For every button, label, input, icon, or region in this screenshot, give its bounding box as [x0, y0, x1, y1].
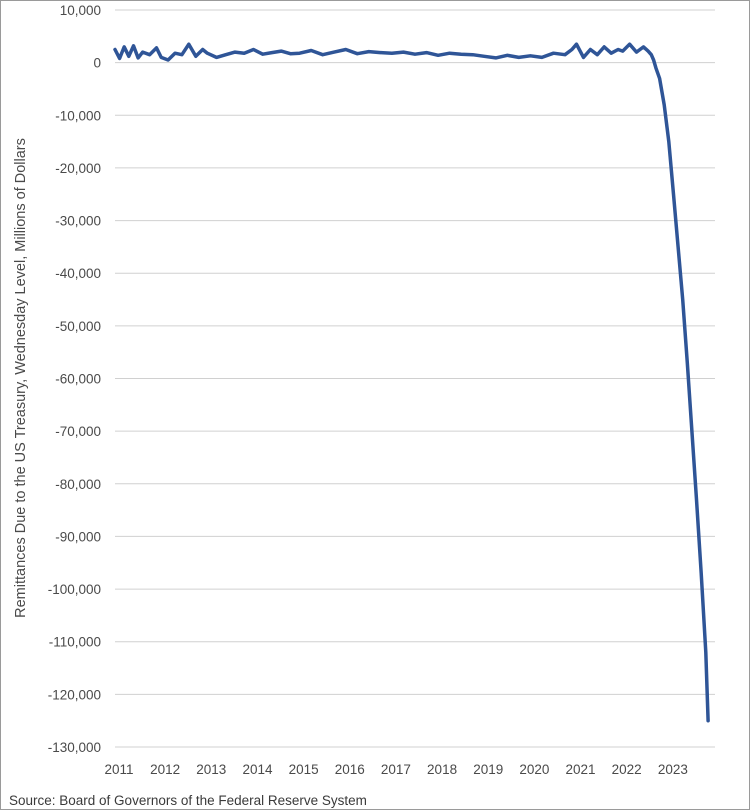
y-tick-label: -110,000: [49, 635, 101, 650]
y-tick-label: 10,000: [60, 3, 101, 18]
x-tick-label: 2011: [104, 762, 133, 777]
x-tick-label: 2018: [427, 762, 457, 777]
y-tick-label: -50,000: [55, 319, 101, 334]
x-tick-label: 2023: [658, 762, 688, 777]
y-tick-label: -60,000: [55, 372, 101, 387]
y-axis-tick-labels: 10,000 0 -10,000 -20,000 -30,000 -40,000 -50,0…: [48, 3, 101, 755]
series-line: [113, 42, 710, 723]
x-tick-label: 2017: [381, 762, 411, 777]
x-axis-tick-labels: 2011 2012 2013 2014 2015 2016 2017 2018 2019 2020…: [104, 762, 687, 777]
x-tick-label: 2022: [612, 762, 642, 777]
y-tick-label: -130,000: [48, 740, 101, 755]
x-tick-label: 2019: [473, 762, 503, 777]
y-axis-label: Remittances Due to the US Treasury, Wedn…: [13, 138, 29, 618]
source-note: Source: Board of Governors of the Federa…: [9, 793, 367, 808]
x-tick-label: 2016: [335, 762, 365, 777]
y-tick-label: -90,000: [55, 529, 101, 544]
grid-layer: [115, 9, 715, 748]
series-layer: [113, 42, 710, 723]
y-tick-label: -20,000: [55, 161, 101, 176]
x-tick-label: 2012: [150, 762, 180, 777]
y-tick-label: 0: [93, 56, 101, 71]
x-tick-label: 2021: [566, 762, 596, 777]
y-tick-label: -100,000: [48, 582, 101, 597]
x-tick-label: 2013: [196, 762, 226, 777]
y-tick-label: -120,000: [48, 687, 101, 702]
y-tick-label: -30,000: [55, 214, 101, 229]
y-tick-label: -70,000: [55, 424, 101, 439]
x-tick-label: 2015: [289, 762, 319, 777]
y-tick-label: -40,000: [55, 266, 101, 281]
x-tick-label: 2020: [519, 762, 549, 777]
y-tick-label: -10,000: [55, 108, 101, 123]
y-tick-label: -80,000: [55, 477, 101, 492]
x-tick-label: 2014: [242, 762, 273, 777]
